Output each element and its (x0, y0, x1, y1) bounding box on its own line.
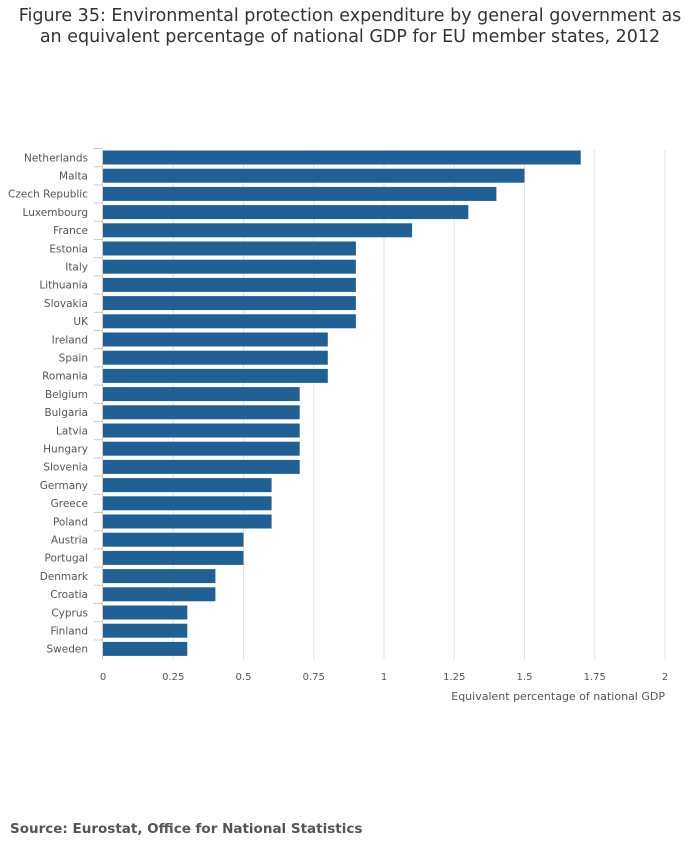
category-labels: Netherlands Malta Czech Republic Luxembourg… (8, 152, 89, 655)
bar-cyprus[interactable] (103, 605, 188, 620)
x-tick-label: 0.25 (162, 672, 184, 683)
bar-netherlands[interactable] (103, 150, 581, 165)
bar-poland[interactable] (103, 514, 272, 529)
bar-romania[interactable] (103, 368, 328, 383)
category-label: Slovenia (43, 462, 88, 474)
category-label: Italy (65, 262, 88, 274)
bar-latvia[interactable] (103, 423, 300, 438)
category-label: Portugal (45, 553, 89, 565)
category-label: Belgium (45, 389, 88, 401)
x-tick-labels: 0 0.25 0.5 0.75 1 1.25 1.5 1.75 2 (100, 672, 668, 683)
bar-hungary[interactable] (103, 441, 300, 456)
bar-czech-republic[interactable] (103, 186, 497, 201)
bar-ireland[interactable] (103, 332, 328, 347)
category-label: Germany (40, 480, 88, 492)
category-label: Sweden (47, 644, 89, 656)
bars (103, 150, 581, 656)
category-label: Slovakia (44, 298, 88, 310)
bar-slovenia[interactable] (103, 459, 300, 474)
category-label: Latvia (56, 425, 88, 437)
category-label: Malta (59, 171, 88, 183)
category-label: Spain (59, 353, 88, 365)
category-label: Estonia (49, 243, 88, 255)
bar-malta[interactable] (103, 168, 525, 183)
bar-estonia[interactable] (103, 241, 356, 256)
chart-title-line-2: an equivalent percentage of national GDP… (39, 27, 661, 47)
bar-portugal[interactable] (103, 550, 244, 565)
x-tick-label: 0.75 (303, 672, 325, 683)
category-label: Hungary (43, 444, 88, 456)
category-label: UK (73, 316, 89, 328)
category-label: Poland (53, 516, 88, 528)
bar-spain[interactable] (103, 350, 328, 365)
category-label: Cyprus (51, 607, 88, 619)
bar-finland[interactable] (103, 623, 188, 638)
category-label: Greece (51, 498, 88, 510)
category-label: Romania (42, 371, 88, 383)
bar-lithuania[interactable] (103, 277, 356, 292)
x-tick-label: 0.5 (236, 672, 252, 683)
bar-denmark[interactable] (103, 569, 216, 584)
category-label: Denmark (40, 571, 89, 583)
bar-luxembourg[interactable] (103, 205, 469, 220)
x-tick-label: 1.25 (443, 672, 465, 683)
x-tick-label: 1 (381, 672, 387, 683)
category-label: Czech Republic (8, 189, 88, 201)
category-label: Finland (50, 626, 88, 638)
category-label: Austria (51, 535, 88, 547)
category-label: Luxembourg (23, 207, 88, 219)
chart-title-line-1: Figure 35: Environmental protection expe… (18, 6, 682, 26)
bar-uk[interactable] (103, 314, 356, 329)
bar-greece[interactable] (103, 496, 272, 511)
x-tick-label: 2 (662, 672, 668, 683)
bar-germany[interactable] (103, 478, 272, 493)
category-label: Netherlands (24, 152, 88, 164)
category-label: Lithuania (39, 280, 88, 292)
source-note: Source: Eurostat, Office for National St… (10, 821, 363, 837)
bar-croatia[interactable] (103, 587, 216, 602)
x-axis-title: Equivalent percentage of national GDP (451, 690, 665, 703)
bar-france[interactable] (103, 223, 413, 238)
category-label: Croatia (50, 589, 88, 601)
chart-title: Figure 35: Environmental protection expe… (0, 6, 700, 48)
x-tick-label: 0 (100, 672, 106, 683)
x-tick-label: 1.5 (517, 672, 533, 683)
category-label: Ireland (52, 334, 88, 346)
bar-austria[interactable] (103, 532, 244, 547)
bar-sweden[interactable] (103, 641, 188, 656)
bar-belgium[interactable] (103, 387, 300, 402)
bar-italy[interactable] (103, 259, 356, 274)
bar-slovakia[interactable] (103, 296, 356, 311)
x-tick-label: 1.75 (584, 672, 606, 683)
category-label: France (53, 225, 88, 237)
category-label: Bulgaria (44, 407, 88, 419)
bar-bulgaria[interactable] (103, 405, 300, 420)
